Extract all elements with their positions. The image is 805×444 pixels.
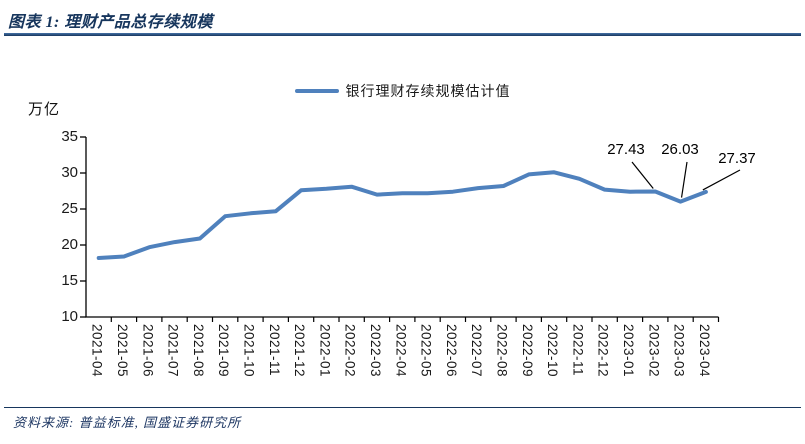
x-tick-label: 2022-10 xyxy=(545,324,561,378)
data-label: 27.43 xyxy=(607,141,645,158)
data-label: 26.03 xyxy=(661,141,699,158)
y-tick-label: 35 xyxy=(61,128,78,145)
x-tick-label: 2022-09 xyxy=(519,324,535,378)
x-tick-label: 2022-11 xyxy=(570,324,586,377)
x-tick-label: 2021-12 xyxy=(292,324,308,378)
footer-divider xyxy=(4,407,801,408)
x-tick-label: 2021-07 xyxy=(165,324,181,378)
legend: 银行理财存续规模估计值 xyxy=(0,81,805,101)
axes xyxy=(85,137,719,318)
x-tick-label: 2021-11 xyxy=(266,324,282,377)
y-tick-label: 10 xyxy=(61,308,78,325)
x-tick-label: 2021-09 xyxy=(216,324,232,378)
x-tick-label: 2022-08 xyxy=(494,324,510,378)
title-divider xyxy=(4,33,801,36)
legend-label: 银行理财存续规模估计值 xyxy=(345,83,511,99)
x-tick-label: 2022-07 xyxy=(469,324,485,378)
x-tick-label: 2021-06 xyxy=(140,324,156,378)
x-tick-label: 2022-01 xyxy=(317,324,333,378)
x-tick-label: 2022-03 xyxy=(367,324,383,378)
x-tick-label: 2022-04 xyxy=(393,324,409,378)
legend-line-marker-icon xyxy=(294,89,339,93)
y-tick-label: 30 xyxy=(61,164,78,181)
y-tick-label: 25 xyxy=(61,200,78,217)
x-tick-label: 2022-12 xyxy=(595,324,611,378)
x-tick-label: 2023-04 xyxy=(696,324,712,378)
x-tick-label: 2021-10 xyxy=(241,324,257,378)
x-tick-label: 2022-02 xyxy=(342,324,358,378)
x-tick-label: 2023-02 xyxy=(646,324,662,378)
y-tick-label: 20 xyxy=(61,236,78,253)
source-note: 资料来源: 普益标准, 国盛证券研究所 xyxy=(13,415,242,430)
x-tick-label: 2021-05 xyxy=(114,324,130,378)
data-label: 27.37 xyxy=(718,150,756,167)
y-axis-unit-label: 万亿 xyxy=(28,101,61,118)
x-tick-label: 2021-08 xyxy=(190,324,206,378)
x-tick-label: 2022-06 xyxy=(443,324,459,378)
x-tick-label: 2023-03 xyxy=(671,324,687,378)
annotation-leader-line xyxy=(702,169,741,191)
figure-title: 图表 1: 理财产品总存续规模 xyxy=(8,14,213,31)
y-tick-label: 15 xyxy=(61,272,78,289)
annotation-leader-line xyxy=(680,161,688,198)
x-tick-label: 2021-04 xyxy=(89,324,105,378)
x-tick-label: 2023-01 xyxy=(620,324,636,378)
annotation-leader-line xyxy=(631,161,654,189)
x-tick-label: 2022-05 xyxy=(418,324,434,378)
series-line xyxy=(96,170,708,260)
